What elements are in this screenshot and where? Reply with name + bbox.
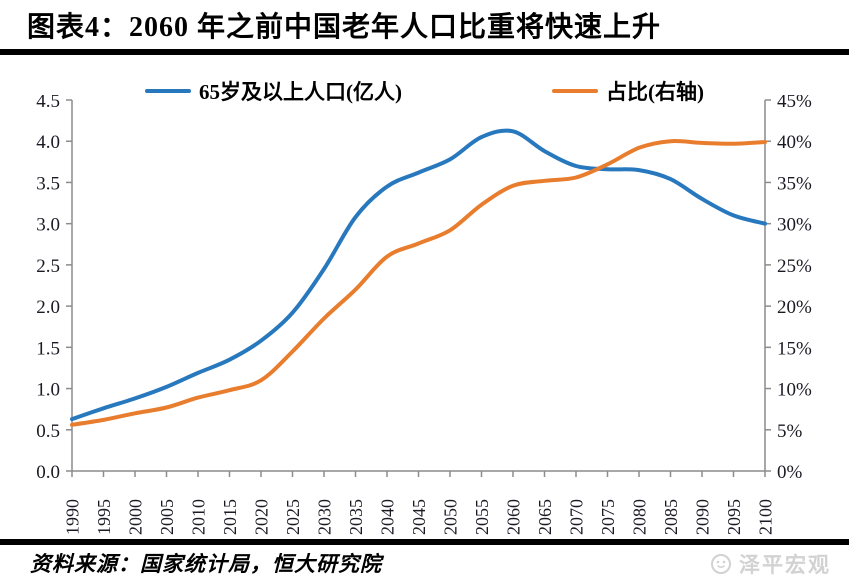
- y-axis-left-tick-label: 0.0: [36, 462, 60, 483]
- x-axis-tick-label: 2100: [756, 499, 776, 535]
- title-divider-rule: [0, 49, 849, 55]
- x-axis-tick-label: 2085: [661, 499, 681, 535]
- series-line-share: [70, 139, 767, 427]
- y-axis-right-tick-label: 20%: [777, 297, 812, 318]
- y-axis-right-tick-label: 45%: [777, 95, 812, 112]
- x-axis-tick-label: 2000: [126, 499, 146, 535]
- x-axis-tick-label: 2035: [346, 499, 366, 535]
- x-axis-tick-label: 2075: [598, 499, 618, 535]
- y-axis-right-tick-label: 30%: [777, 215, 812, 236]
- chart-title: 图表4：2060 年之前中国老年人口比重将快速上升: [27, 12, 662, 43]
- x-axis-tick-label: 2015: [220, 499, 240, 535]
- watermark: 泽平宏观: [709, 549, 831, 579]
- chart-legend: 65岁及以上人口(亿人) 占比(右轴): [0, 76, 849, 106]
- y-axis-right-tick-label: 15%: [777, 338, 812, 359]
- x-axis-tick-label: 2095: [724, 499, 744, 535]
- legend-item-share: 占比(右轴): [552, 76, 704, 106]
- line-chart-plot: 0.0 0.5 1.0 1.5 2.0 2.5 3.0 3.5 4.0 4.5 0% 5% 10% 15%…: [36, 95, 812, 535]
- x-axis-tick-label: 1990: [63, 499, 83, 535]
- y-axis-right-tick-label: 25%: [777, 256, 812, 277]
- legend-line-swatch-orange: [552, 89, 598, 93]
- x-axis-tick-label: 2060: [504, 499, 524, 535]
- x-axis-tick-label: 2030: [315, 499, 335, 535]
- y-axis-left-tick-label: 2.0: [36, 297, 60, 318]
- y-axis-left-tick-label: 4.0: [36, 132, 60, 153]
- x-axis-tick-label: 2070: [567, 499, 587, 535]
- legend-item-population: 65岁及以上人口(亿人): [145, 76, 402, 106]
- y-axis-right-tick-label: 0%: [777, 462, 803, 483]
- x-axis-tick-label: 2045: [409, 499, 429, 535]
- x-axis-tick-label: 2010: [189, 499, 209, 535]
- x-axis-tick-label: 2020: [252, 499, 272, 535]
- y-axis-left-tick-label: 1.0: [36, 380, 60, 401]
- y-axis-left-tick-label: 4.5: [36, 95, 60, 112]
- y-axis-left-tick-label: 1.5: [36, 338, 60, 359]
- watermark-text: 泽平宏观: [739, 553, 831, 577]
- x-axis-tick-label: 2040: [378, 499, 398, 535]
- x-axis-tick-label: 2005: [157, 499, 177, 535]
- legend-label: 65岁及以上人口(亿人): [199, 80, 402, 104]
- source-note: 资料来源：国家统计局，恒大研究院: [30, 552, 382, 576]
- y-axis-left-tick-label: 0.5: [36, 421, 60, 442]
- legend-line-swatch-blue: [145, 89, 191, 93]
- y-axis-left-tick-label: 2.5: [36, 256, 60, 277]
- x-axis-tick-label: 2055: [472, 499, 492, 535]
- x-axis-tick-label: 2025: [283, 499, 303, 535]
- series-line-65plus-population: [70, 128, 767, 422]
- y-axis-right-tick-label: 35%: [777, 173, 812, 194]
- y-axis-right-tick-label: 40%: [777, 132, 812, 153]
- x-axis-tick-label: 1995: [94, 499, 114, 535]
- y-axis-left-tick-label: 3.5: [36, 173, 60, 194]
- y-axis-right-tick-label: 10%: [777, 380, 812, 401]
- legend-label: 占比(右轴): [606, 80, 704, 104]
- y-axis-left-tick-label: 3.0: [36, 215, 60, 236]
- x-axis-tick-label: 2080: [630, 499, 650, 535]
- x-axis-tick-label: 2090: [693, 499, 713, 535]
- x-axis-tick-label: 2065: [535, 499, 555, 535]
- y-axis-right-tick-label: 5%: [777, 421, 803, 442]
- x-axis-tick-label: 2050: [441, 499, 461, 535]
- face-logo-icon: [711, 554, 731, 574]
- bottom-divider-rule: [0, 539, 849, 545]
